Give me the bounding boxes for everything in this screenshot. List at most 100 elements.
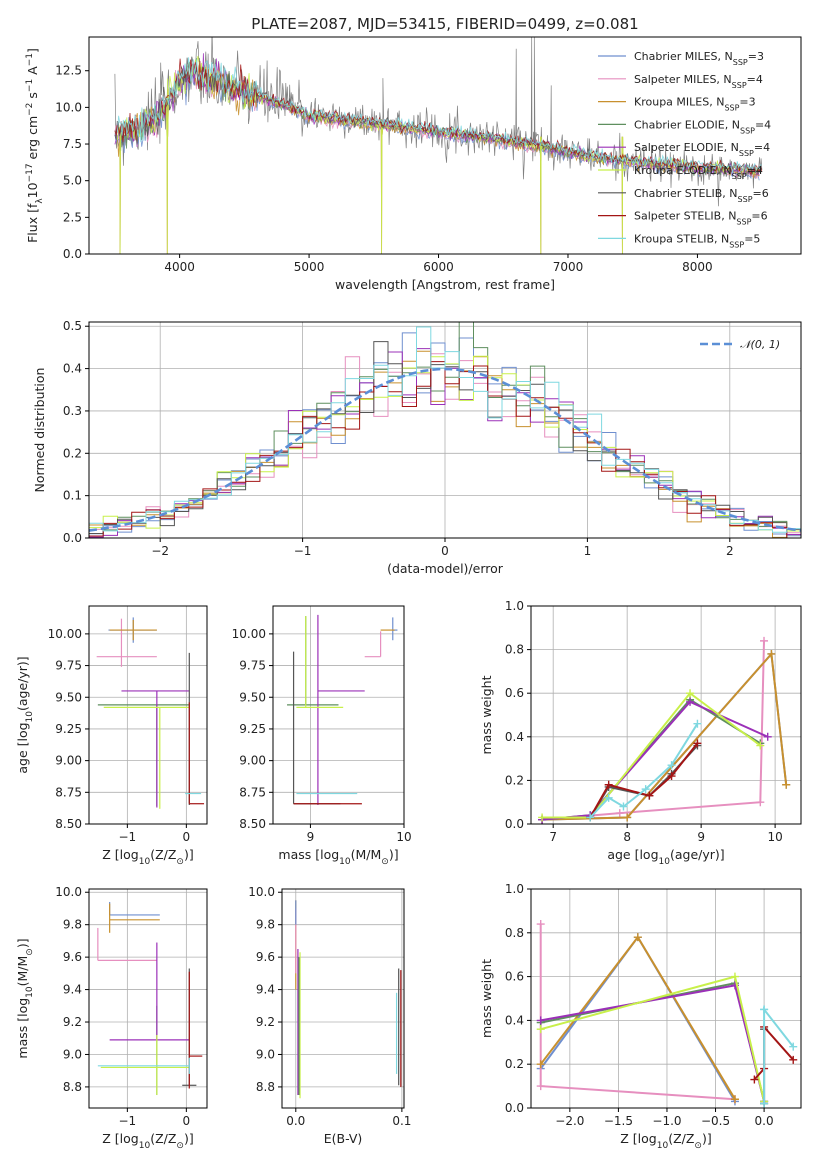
- model-spectrum-line: [117, 57, 762, 174]
- x-tick-label: −1: [118, 830, 136, 844]
- panel-spectrum: 4000 5000 6000 7000 8000 0.0 2.5 5.0 7.5 10.0 12.5…: [25, 36, 802, 292]
- x-axis-label: age [log10(age/yr)]: [607, 847, 724, 867]
- y-tick-label: 9.4: [256, 983, 275, 997]
- weight-marker: [756, 798, 765, 807]
- y-tick-label: 0.0: [505, 1101, 524, 1115]
- weight-line: [542, 700, 769, 821]
- errorbar-point: [364, 631, 382, 658]
- weight-marker: [604, 793, 613, 802]
- plot-area: [295, 900, 402, 1099]
- panel-mass_vs_Z: −1 0 8.8 9.0 9.2 9.4 9.6 9.8 10.0 Z [log10(Z/Z⊙)]…: [15, 885, 208, 1151]
- weight-series: [536, 972, 769, 1106]
- y-tick-label: 9.8: [63, 918, 82, 932]
- axes-frame: [530, 888, 802, 1109]
- weight-marker: [760, 636, 769, 645]
- x-tick-label: 7000: [553, 260, 584, 274]
- weight-line: [763, 1006, 794, 1104]
- legend-entry: Salpeter MILES, NSSP=4: [634, 73, 763, 90]
- y-tick-label: 0.3: [63, 404, 82, 418]
- errorbar-point: [97, 704, 190, 807]
- x-tick-label: 0: [441, 544, 449, 558]
- weight-line: [753, 1024, 794, 1081]
- weight-marker: [604, 780, 613, 789]
- weight-line: [542, 651, 788, 821]
- plot-area: [89, 322, 801, 538]
- legend-entry: 𝒩(0, 1): [740, 338, 780, 351]
- x-tick-label: 9: [307, 830, 315, 844]
- weight-series: [586, 719, 702, 822]
- y-tick-label: 0.1: [63, 489, 82, 503]
- weight-marker: [763, 732, 772, 741]
- panel-weight_vs_Z: −2.0 −1.5 −1.0 −0.5 0.0 0.0 0.2 0.4 0.6 0.8 1.0 Z […: [479, 882, 802, 1151]
- y-tick-label: 9.0: [256, 1047, 275, 1061]
- y-tick-label: 0.6: [505, 686, 524, 700]
- x-tick-label: 9: [697, 830, 705, 844]
- weight-marker: [667, 772, 676, 781]
- y-tick-label: 0.0: [63, 531, 82, 545]
- x-tick-label: 1: [584, 544, 592, 558]
- errorbar-point: [188, 702, 205, 805]
- errorbar-point: [97, 927, 157, 961]
- y-tick-label: 0.0: [63, 247, 82, 261]
- x-axis-label: Z [log10(Z/Z⊙)]: [102, 1131, 193, 1151]
- x-axis-label: wavelength [Angstrom, rest frame]: [335, 277, 555, 292]
- errorbar-point: [100, 1035, 190, 1096]
- weight-series: [536, 933, 739, 1106]
- y-axis-label: mass weight: [479, 959, 494, 1038]
- weight-marker: [693, 719, 702, 728]
- errorbar-point: [109, 901, 160, 916]
- y-tick-label: 8.8: [256, 1080, 275, 1094]
- y-tick-label: 0.8: [505, 926, 524, 940]
- y-tick-label: 10.0: [55, 100, 82, 114]
- plot-area: [97, 901, 203, 1096]
- weight-marker: [667, 761, 676, 770]
- y-tick-label: 9.4: [63, 983, 82, 997]
- y-tick-label: 9.2: [63, 1015, 82, 1029]
- y-tick-label: 8.50: [55, 817, 82, 831]
- axes-frame: [88, 605, 208, 825]
- x-axis-label: mass [log10(M/M⊙)]: [278, 847, 398, 867]
- panel-weight_vs_age: 7 8 9 10 0.0 0.2 0.4 0.6 0.8 1.0 age [log10(age/yr…: [479, 599, 802, 867]
- weight-marker: [536, 1025, 545, 1034]
- weight-marker: [782, 780, 791, 789]
- y-tick-label: 8.8: [63, 1080, 82, 1094]
- x-tick-label: −2.0: [555, 1114, 584, 1128]
- x-axis-label: Z [log10(Z/Z⊙)]: [620, 1131, 711, 1151]
- y-tick-label: 0.4: [505, 1013, 524, 1027]
- x-tick-label: −1: [294, 544, 312, 558]
- legend-entry: Salpeter STELIB, NSSP=6: [634, 210, 768, 227]
- panel-age_vs_mass: 9 10 8.50 8.75 9.00 9.25 9.50 9.75 10.00 mass [lo…: [232, 605, 412, 867]
- legend-entry: Kroupa ELODIE, NSSP=4: [634, 164, 763, 181]
- weight-marker: [623, 813, 632, 822]
- x-axis-label: Z [log10(Z/Z⊙)]: [102, 847, 193, 867]
- errorbar-point: [109, 619, 157, 641]
- x-tick-label: 0.1: [392, 1114, 411, 1128]
- legend-entry: Chabrier MILES, NSSP=3: [634, 50, 764, 67]
- weight-line: [540, 975, 766, 1102]
- plot-area: [538, 636, 791, 824]
- y-axis-label: age [log10(age/yr)]: [15, 656, 35, 773]
- y-tick-label: 9.00: [55, 754, 82, 768]
- weight-marker: [538, 813, 547, 822]
- y-tick-label: 9.00: [239, 754, 266, 768]
- x-tick-label: 0: [183, 830, 191, 844]
- y-tick-label: 2.5: [63, 210, 82, 224]
- y-tick-label: 1.0: [505, 599, 524, 613]
- y-tick-label: 9.50: [239, 690, 266, 704]
- weight-marker: [645, 791, 654, 800]
- y-tick-label: 0.4: [63, 362, 82, 376]
- y-tick-label: 9.75: [239, 659, 266, 673]
- weight-marker: [686, 697, 695, 706]
- y-tick-label: 10.00: [48, 627, 82, 641]
- weight-marker: [730, 1095, 739, 1104]
- weight-marker: [536, 1016, 545, 1025]
- weight-marker: [641, 785, 650, 794]
- x-tick-label: 0.0: [755, 1114, 774, 1128]
- x-tick-label: −1.5: [604, 1114, 633, 1128]
- y-tick-label: 9.50: [55, 690, 82, 704]
- errorbar-point: [96, 618, 157, 667]
- y-tick-label: 0.4: [505, 730, 524, 744]
- y-tick-label: 10.0: [248, 885, 275, 899]
- weight-marker: [619, 802, 628, 811]
- plot-area: [96, 617, 205, 809]
